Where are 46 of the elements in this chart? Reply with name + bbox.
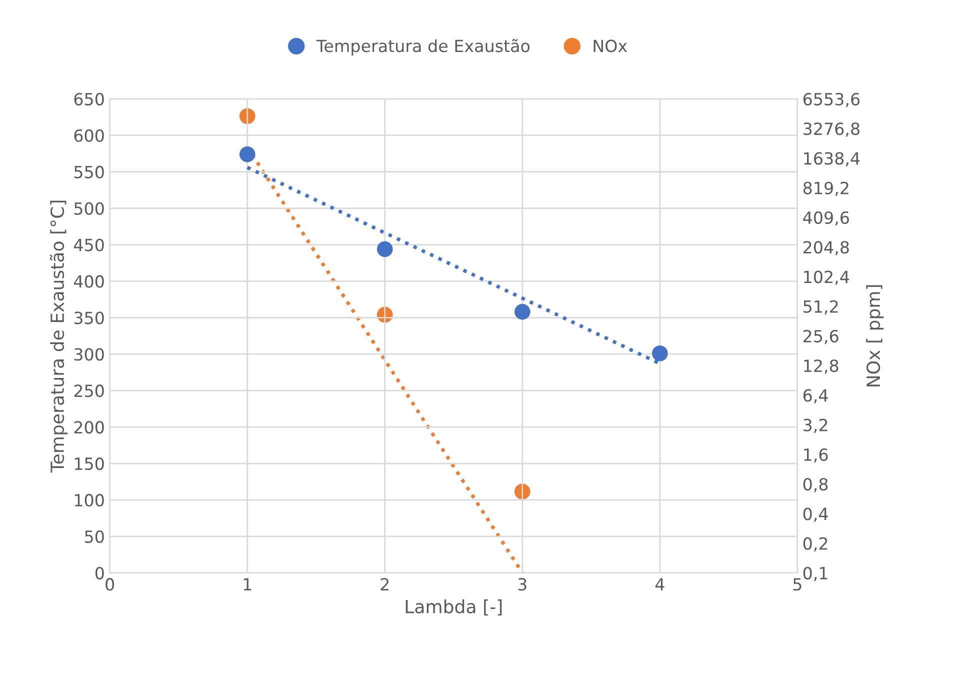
x-tick-label: 1 <box>244 578 252 590</box>
y-tick-label: 150 <box>74 457 104 470</box>
y2-tick-label: 102,4 <box>804 270 850 285</box>
y2-tick-label: 0,4 <box>803 508 828 522</box>
y-tick-label: 500 <box>74 202 104 215</box>
x-tick-label: 3 <box>518 578 526 591</box>
y2-tick-label: 25,6 <box>804 330 838 344</box>
y-tick-label: 300 <box>74 348 104 361</box>
y-tick-label: 50 <box>85 530 104 543</box>
y2-tick-label: 3276,8 <box>804 122 860 137</box>
y2-tick-label: 0,1 <box>803 566 828 582</box>
legend-label: Temperatura de Exaustão <box>316 39 530 56</box>
y2-tick-label: 12,8 <box>804 359 838 374</box>
y-axis-title: Temperatura de Exaustão [°C] <box>50 200 68 473</box>
y2-axis-title: NOx [ ppm] <box>866 285 884 386</box>
y2-tick-label: 409,6 <box>803 211 849 226</box>
point <box>376 241 393 258</box>
y-tick-label: 250 <box>74 384 104 398</box>
x-tick-label: 2 <box>380 578 388 590</box>
y-tick-label: 350 <box>74 312 104 324</box>
y2-tick-label: 1638,4 <box>804 152 860 166</box>
y-tick-label: 650 <box>74 92 104 106</box>
y-tick-label: 450 <box>74 238 104 252</box>
y2-tick-label: 6,4 <box>803 389 828 404</box>
y2-tick-label: 0,8 <box>803 478 828 492</box>
x-tick-label: 4 <box>655 578 664 590</box>
y-tick-label: 0 <box>95 566 104 580</box>
y2-tick-label: 1,6 <box>804 448 828 463</box>
y-tick-label: 550 <box>74 166 104 178</box>
y2-tick-label: 0,2 <box>803 537 828 552</box>
y2-tick-label: 204,8 <box>804 240 849 256</box>
y2-tick-label: 6553,6 <box>803 92 860 108</box>
y2-tick-label: 3,2 <box>804 418 828 434</box>
point <box>652 345 668 362</box>
y-tick-label: 200 <box>74 421 104 434</box>
x-axis-title: Lambda [-] <box>406 599 502 616</box>
y2-tick-label: 819,2 <box>803 182 848 196</box>
point <box>514 304 530 320</box>
x-tick-label: 0 <box>106 578 114 591</box>
x-tick-label: 5 <box>793 578 802 591</box>
point <box>239 146 256 162</box>
y-tick-label: 600 <box>74 129 104 142</box>
y-tick-label: 100 <box>74 494 104 507</box>
y2-tick-label: 51,2 <box>804 300 838 315</box>
legend-label: NOx <box>594 40 628 52</box>
y-tick-label: 400 <box>74 275 104 288</box>
